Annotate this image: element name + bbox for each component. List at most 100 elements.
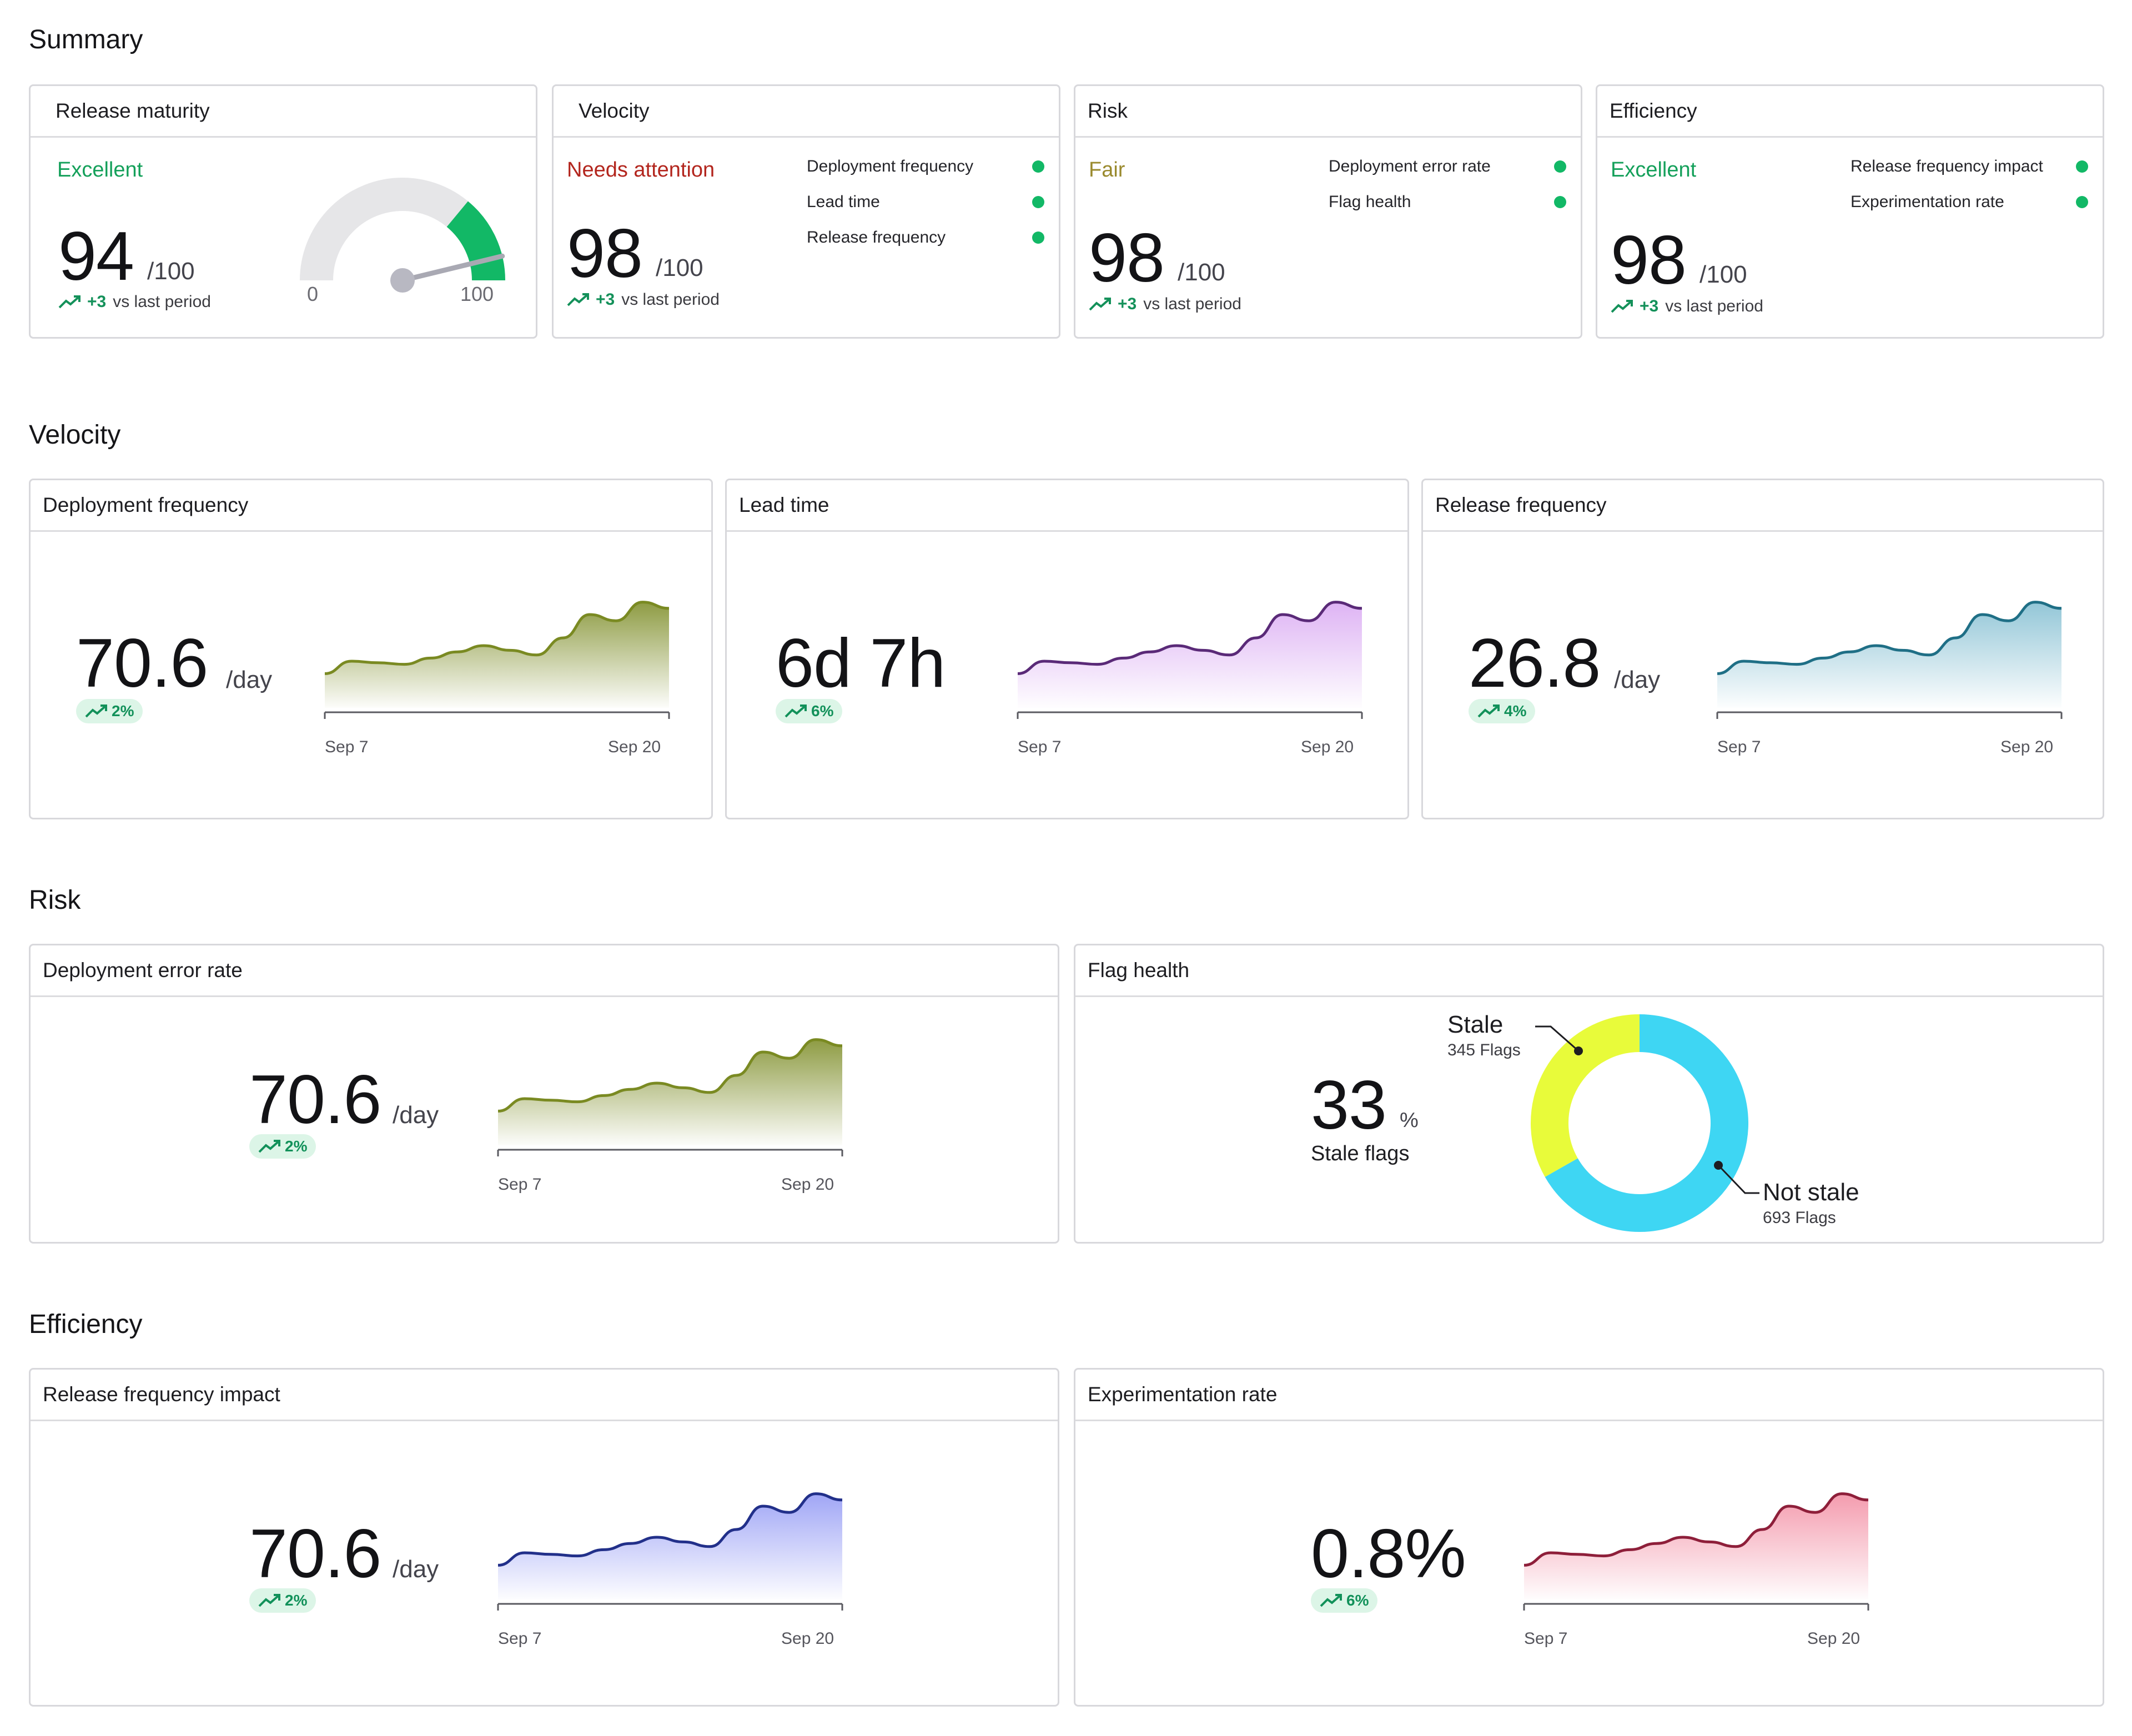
- criteria-deployment-error-rate: Deployment error rate: [1329, 157, 1491, 175]
- criteria-release-frequency: Release frequency: [807, 228, 946, 246]
- card-title: Flag health: [1075, 945, 2103, 997]
- status-label: Excellent: [1611, 158, 1697, 182]
- axis-end-label: Sep 20: [1301, 738, 1354, 756]
- flag-health-card: Flag health 33 % Stale flags Stale 345 F…: [1074, 944, 2104, 1244]
- not-stale-legend-label: Not stale: [1763, 1179, 1859, 1206]
- card-title: Release frequency impact: [31, 1370, 1058, 1421]
- trend-up-icon: [258, 1140, 280, 1153]
- metric-value: 70.6: [249, 1061, 381, 1138]
- trend-up-icon: [1477, 705, 1500, 718]
- stale-percent-unit: %: [1400, 1109, 1419, 1132]
- trend-up-icon: [1320, 1594, 1342, 1607]
- metric-unit: /day: [393, 1556, 439, 1583]
- stale-legend-label: Stale: [1447, 1011, 1504, 1038]
- axis-end-label: Sep 20: [608, 738, 661, 756]
- maturity-gauge: [300, 178, 505, 293]
- area-fill: [325, 602, 669, 708]
- deployment-error-rate-chart: [497, 1038, 843, 1156]
- axis-start-label: Sep 7: [1524, 1629, 1568, 1648]
- donut-slice-stale: [1531, 1014, 1640, 1177]
- deployment-error-rate-card: Deployment error rate 70.6 /day 2% Sep 7…: [29, 944, 1059, 1244]
- change-value: 6%: [1346, 1592, 1369, 1609]
- series-line: [497, 1492, 843, 1567]
- criteria-status-dot: [1032, 196, 1044, 208]
- trend-row: +3 vs last period: [567, 290, 720, 309]
- score-max: /100: [656, 254, 703, 281]
- change-badge: 2%: [249, 1134, 316, 1159]
- trend-caption: vs last period: [1143, 295, 1241, 313]
- release-maturity-card: Release maturity Excellent 94 /100 +3 vs…: [29, 84, 537, 339]
- card-title: Release frequency: [1423, 480, 2103, 532]
- criteria-experimentation-rate: Experimentation rate: [1851, 193, 2004, 211]
- release-frequency-impact-chart: [497, 1492, 843, 1611]
- score-value: 98: [1611, 222, 1687, 299]
- trend-delta: +3: [596, 290, 615, 309]
- trend-up-icon: [85, 705, 107, 718]
- card-title: Efficiency: [1597, 86, 2103, 138]
- change-value: 2%: [285, 1592, 308, 1609]
- criteria-status-dot: [1032, 232, 1044, 244]
- section-title-velocity: Velocity: [29, 420, 121, 450]
- card-title: Deployment error rate: [31, 945, 1058, 997]
- trend-delta: +3: [1640, 297, 1659, 315]
- trend-up-icon: [567, 293, 589, 306]
- experimentation-rate-card: Experimentation rate 0.8% 6% Sep 7 Sep 2…: [1074, 1368, 2104, 1707]
- area-fill: [1717, 602, 2061, 708]
- experimentation-rate-chart: [1523, 1492, 1869, 1611]
- criteria-status-dot: [2076, 196, 2088, 208]
- card-title: Deployment frequency: [31, 480, 711, 532]
- release-frequency-card: Release frequency 26.8 /day 4% Sep 7 Sep…: [1421, 479, 2104, 819]
- trend-up-icon: [258, 1594, 280, 1607]
- card-title: Release maturity: [31, 86, 536, 138]
- area-fill: [498, 1493, 842, 1599]
- trend-caption: vs last period: [1665, 297, 1763, 315]
- criteria-status-dot: [2076, 160, 2088, 173]
- trend-row: +3 vs last period: [58, 293, 211, 311]
- change-badge: 6%: [776, 699, 843, 723]
- not-stale-leader-dot: [1714, 1161, 1723, 1170]
- metric-unit: /day: [226, 666, 273, 693]
- criteria-flag-health: Flag health: [1329, 193, 1411, 211]
- status-label: Needs attention: [567, 158, 715, 182]
- axis-end-label: Sep 20: [1807, 1629, 1861, 1648]
- metric-value: 0.8%: [1311, 1516, 1466, 1592]
- criteria-deployment-frequency: Deployment frequency: [807, 157, 974, 175]
- trend-up-icon: [1611, 300, 1633, 313]
- score-value: 94: [58, 218, 134, 295]
- stale-flags-label: Stale flags: [1311, 1142, 1410, 1165]
- gauge-min-label: 0: [307, 283, 319, 305]
- section-title-risk: Risk: [29, 885, 81, 915]
- series-line: [1717, 601, 2062, 675]
- change-badge: 6%: [1311, 1588, 1378, 1613]
- deployment-frequency-card: Deployment frequency 70.6 /day 2% Sep 7 …: [29, 479, 713, 819]
- change-value: 2%: [285, 1138, 308, 1155]
- lead-time-card: Lead time 6d 7h 6% Sep 7 Sep 20: [725, 479, 1409, 819]
- metric-value: 6d 7h: [776, 625, 946, 702]
- axis-end-label: Sep 20: [781, 1629, 834, 1648]
- trend-up-icon: [785, 705, 807, 718]
- trend-row: +3 vs last period: [1089, 295, 1241, 314]
- change-badge: 2%: [249, 1588, 316, 1613]
- axis-start-label: Sep 7: [325, 738, 369, 756]
- criteria-lead-time: Lead time: [807, 193, 880, 211]
- status-label: Excellent: [57, 158, 143, 182]
- release-frequency-impact-card: Release frequency impact 70.6 /day 2% Se…: [29, 1368, 1059, 1707]
- gauge-hub: [390, 268, 415, 293]
- series-line: [497, 1038, 843, 1113]
- axis-start-label: Sep 7: [1717, 738, 1761, 756]
- area-fill: [1524, 1493, 1868, 1599]
- stale-leader-dot: [1574, 1046, 1583, 1055]
- release-frequency-chart: [1716, 601, 2063, 719]
- axis-start-label: Sep 7: [498, 1175, 542, 1194]
- trend-caption: vs last period: [621, 290, 720, 309]
- trend-row: +3 vs last period: [1611, 297, 1763, 316]
- card-title: Risk: [1075, 86, 1581, 138]
- change-value: 4%: [1504, 702, 1527, 719]
- velocity-summary-card: Velocity Needs attention 98 /100 +3 vs l…: [552, 84, 1060, 339]
- not-stale-leader-line: [1717, 1164, 1759, 1194]
- criteria-status-dot: [1032, 160, 1044, 173]
- change-value: 6%: [811, 702, 834, 719]
- metric-value: 70.6: [76, 625, 208, 702]
- score-value: 98: [1089, 220, 1165, 296]
- card-title: Experimentation rate: [1075, 1370, 2103, 1421]
